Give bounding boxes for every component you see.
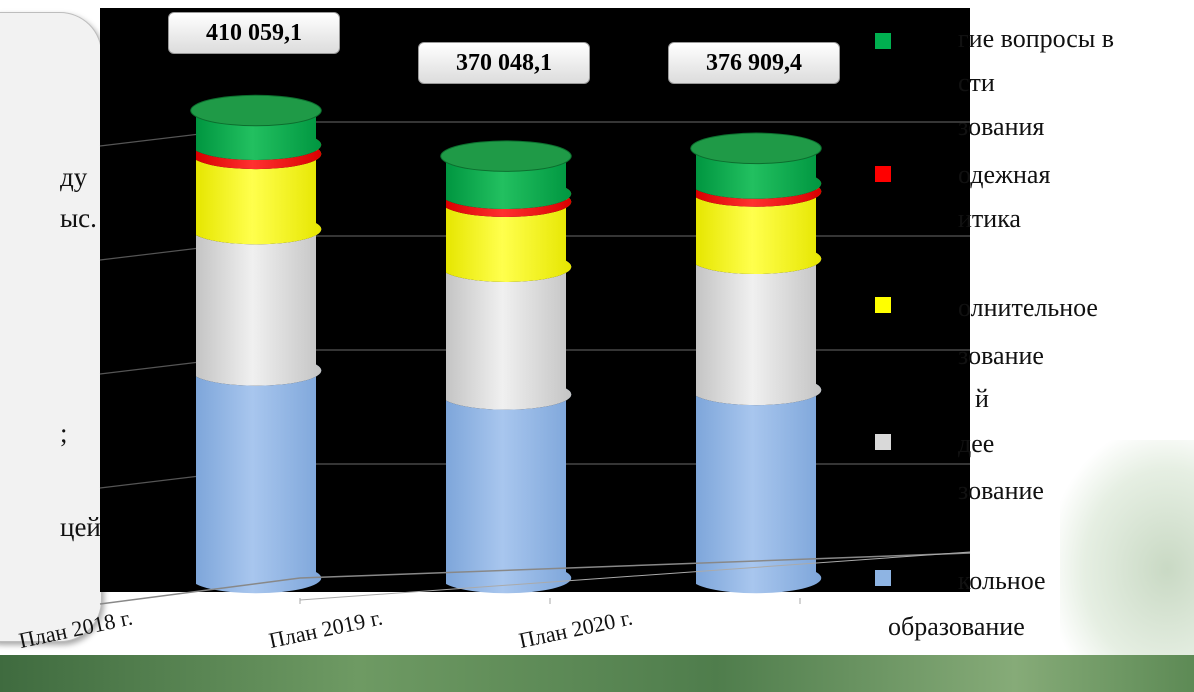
legend-label: итика — [958, 204, 1021, 233]
legend-label: образование — [888, 612, 1025, 641]
legend-marker-general — [875, 434, 891, 450]
legend-label: зования — [958, 112, 1045, 141]
legend-marker-other — [875, 33, 891, 49]
bar-segment — [696, 177, 822, 207]
bar-segment — [196, 138, 322, 170]
floor-line — [99, 577, 301, 605]
bar-segment — [196, 364, 322, 594]
bar-segment — [696, 142, 822, 199]
legend-marker-youth — [875, 166, 891, 182]
bar-top-cap — [440, 140, 572, 172]
bar-segment — [196, 147, 322, 245]
bar-segment — [696, 383, 822, 594]
legend-label: сти — [958, 68, 995, 97]
side-card-fragment: ыс. — [60, 203, 97, 233]
legend-label: зование — [958, 341, 1044, 370]
legend-label: гие вопросы в — [958, 24, 1115, 53]
bar-segment — [696, 252, 822, 406]
total-label: 376 909,4 — [668, 42, 840, 84]
legend-label: зование — [958, 476, 1044, 505]
legend-label: олнительное — [958, 293, 1098, 322]
side-card — [0, 12, 102, 642]
bar-segment — [446, 187, 572, 218]
legend-label: кольное — [958, 566, 1046, 595]
total-label: 410 059,1 — [168, 12, 340, 54]
x-axis — [99, 551, 971, 605]
floor-line — [299, 552, 971, 579]
side-card-fragment: ; — [60, 418, 68, 448]
side-card-fragment: ду — [60, 162, 88, 192]
bar-top-cap — [190, 94, 322, 127]
side-card-fragment: цей — [60, 512, 101, 542]
bar-segment — [446, 150, 572, 210]
background-band — [0, 655, 1194, 692]
legend-label: дее — [958, 429, 995, 458]
bar-segment — [196, 223, 322, 386]
bar-top-cap — [690, 132, 822, 165]
axis-line — [299, 551, 971, 601]
bar-segment — [446, 260, 572, 410]
legend-label: й — [975, 384, 989, 413]
bars — [190, 94, 822, 594]
bar-segment — [446, 388, 572, 594]
bar-segment — [696, 185, 822, 275]
total-label: 370 048,1 — [418, 42, 590, 84]
legend-label: одежная — [958, 160, 1051, 189]
bar-segment — [196, 104, 322, 161]
legend-marker-preschool — [875, 570, 891, 586]
bar-segment — [446, 195, 572, 283]
legend-marker-additional — [875, 297, 891, 313]
background-decoration — [1060, 440, 1194, 655]
